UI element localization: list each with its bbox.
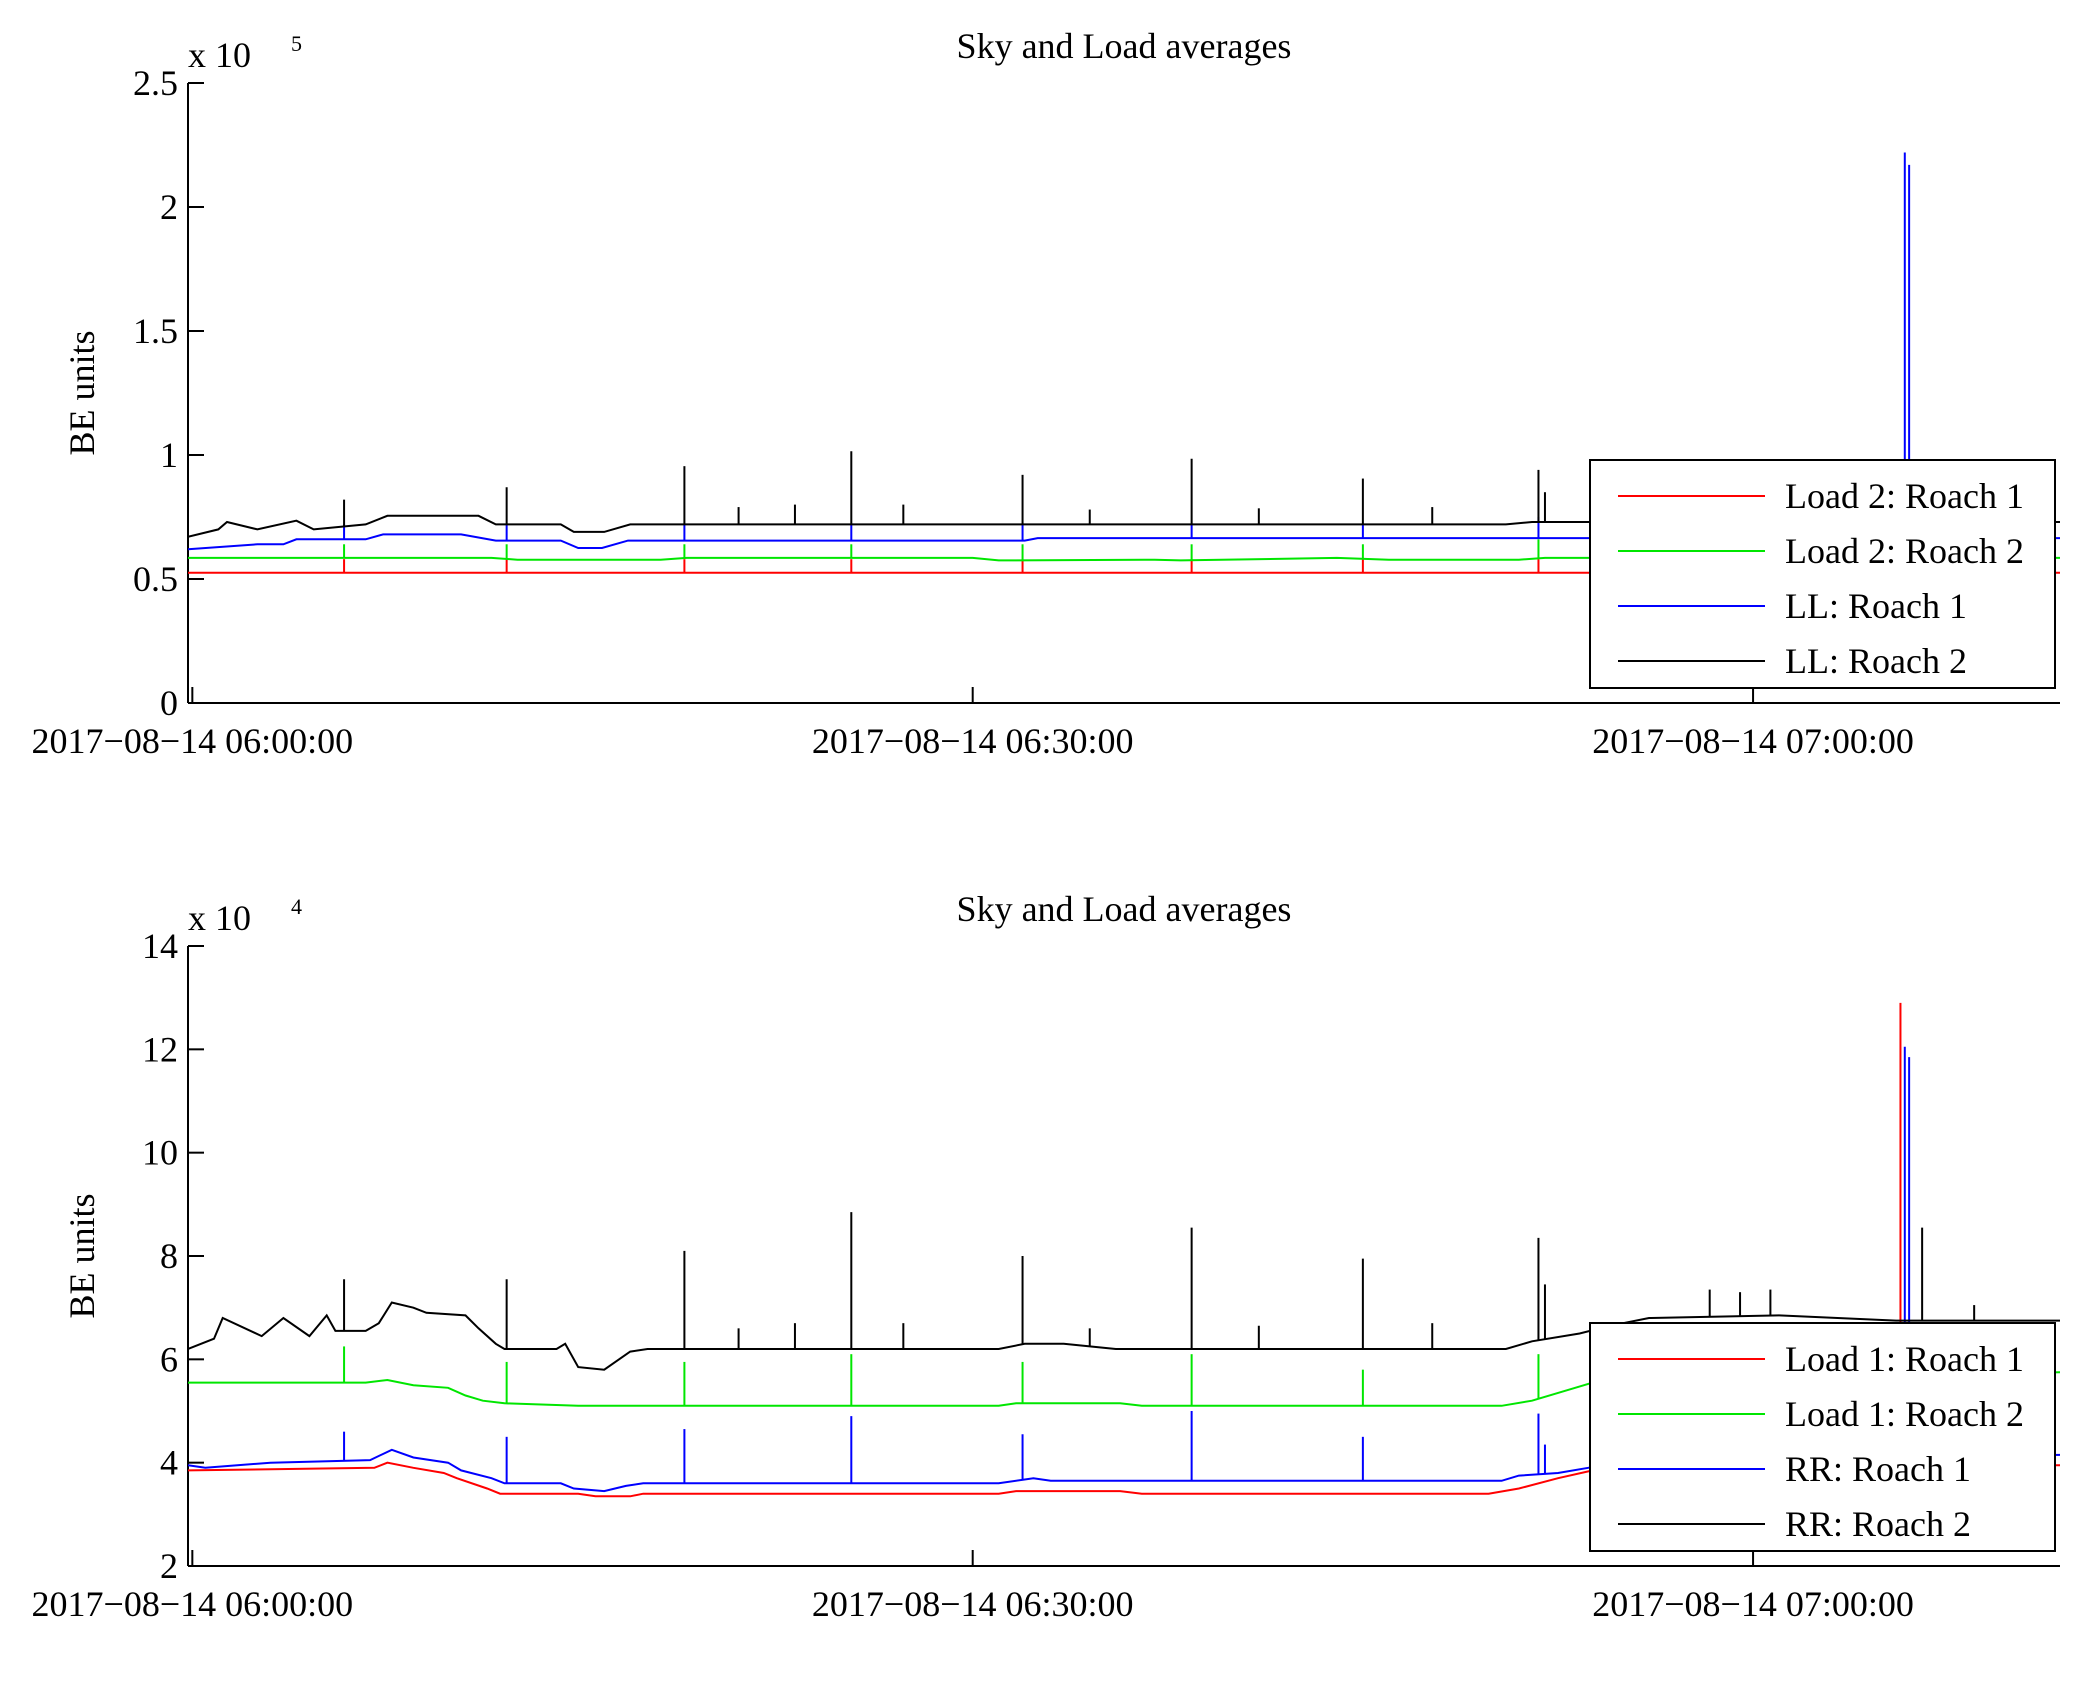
series-line-1 — [188, 1371, 2060, 1407]
y-axis-label: BE units — [62, 330, 102, 455]
legend: Load 2: Roach 1 Load 2: Roach 2 LL: Roach … — [1589, 459, 2056, 689]
top-chart-panel: Sky and Load averages BE units x 10 5 0 0.5 1 1… — [32, 26, 2060, 761]
chart-title: Sky and Load averages — [957, 889, 1292, 929]
x-tick-label: 2017−08−14 06:00:00 — [32, 721, 354, 761]
plot-area — [188, 1002, 2060, 1498]
x-tick-label: 2017−08−14 07:00:00 — [1592, 721, 1914, 761]
y-exponent-label: x 10 — [188, 35, 251, 75]
legend-label: LL: Roach 1 — [1785, 586, 1967, 626]
series-line-1 — [188, 556, 2060, 562]
legend-label: RR: Roach 1 — [1785, 1449, 1971, 1489]
legend-label: Load 2: Roach 2 — [1785, 531, 2024, 571]
legend-box — [1589, 459, 2056, 689]
x-tick-label: 2017−08−14 06:00:00 — [32, 1584, 354, 1624]
x-tick-label: 2017−08−14 06:30:00 — [812, 1584, 1134, 1624]
legend-box — [1589, 1322, 2056, 1552]
legend-label: Load 2: Roach 1 — [1785, 476, 2024, 516]
y-tick-label: 1 — [160, 435, 178, 475]
y-tick-label: 4 — [160, 1443, 178, 1483]
y-tick-label: 10 — [142, 1133, 178, 1173]
chart-title: Sky and Load averages — [957, 26, 1292, 66]
y-exponent-superscript: 5 — [291, 31, 302, 56]
bottom-chart-panel: Sky and Load averages BE units x 10 4 2 4 6 8 10… — [32, 889, 2060, 1624]
y-tick-label: 8 — [160, 1236, 178, 1276]
y-axis-label: BE units — [62, 1193, 102, 1318]
x-tick-label: 2017−08−14 06:30:00 — [812, 721, 1134, 761]
y-tick-label: 0.5 — [133, 559, 178, 599]
y-tick-label: 2 — [160, 187, 178, 227]
legend: Load 1: Roach 1 Load 1: Roach 2 RR: Roach … — [1589, 1322, 2056, 1552]
legend-label: Load 1: Roach 2 — [1785, 1394, 2024, 1434]
series-line-3 — [188, 1301, 2060, 1371]
legend-label: Load 1: Roach 1 — [1785, 1339, 2024, 1379]
y-exponent-superscript: 4 — [291, 894, 302, 919]
y-tick-label: 12 — [142, 1029, 178, 1069]
legend-label: RR: Roach 2 — [1785, 1504, 1971, 1544]
y-tick-label: 0 — [160, 683, 178, 723]
y-tick-label: 14 — [142, 926, 178, 966]
series-line-2 — [188, 533, 2060, 551]
y-tick-label: 2 — [160, 1546, 178, 1586]
series-line-2 — [188, 1448, 2060, 1493]
legend-label: LL: Roach 2 — [1785, 641, 1967, 681]
y-exponent-label: x 10 — [188, 898, 251, 938]
series-line-3 — [188, 514, 2060, 538]
y-tick-label: 2.5 — [133, 63, 178, 103]
y-tick-label: 1.5 — [133, 311, 178, 351]
y-tick-label: 6 — [160, 1339, 178, 1379]
x-tick-label: 2017−08−14 07:00:00 — [1592, 1584, 1914, 1624]
series-line-0 — [188, 1461, 2060, 1498]
